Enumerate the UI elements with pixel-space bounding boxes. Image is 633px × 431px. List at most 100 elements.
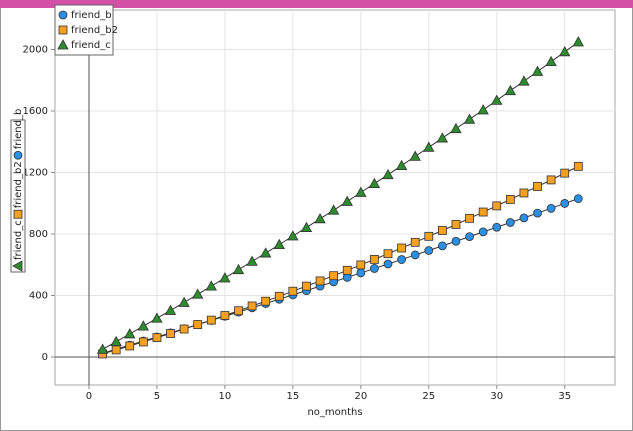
point (206, 315, 216, 325)
point (410, 250, 420, 260)
point (287, 230, 299, 241)
point (329, 271, 339, 281)
point (573, 194, 583, 204)
legend-label: friend_b2 (71, 25, 118, 36)
point (355, 186, 367, 197)
point (164, 304, 177, 315)
x-tick-label: 0 (86, 391, 92, 402)
legend-label: friend_c (71, 40, 111, 51)
point (410, 237, 420, 247)
side-legend-box (10, 119, 26, 273)
point (260, 247, 272, 258)
point (492, 201, 502, 211)
point (192, 288, 204, 299)
point (437, 226, 447, 235)
point (451, 236, 461, 246)
point (383, 249, 393, 259)
point (246, 255, 258, 266)
point (465, 213, 474, 223)
point (437, 241, 447, 251)
x-tick-label: 20 (354, 391, 367, 402)
point (395, 159, 408, 170)
point (193, 320, 203, 329)
point (152, 333, 162, 343)
point (205, 280, 217, 291)
side-legend-label: friend_b (13, 109, 24, 150)
point (111, 345, 121, 355)
point (138, 337, 148, 347)
point (124, 328, 136, 339)
point (559, 45, 571, 57)
point (504, 84, 517, 96)
point (531, 65, 544, 76)
y-tick-label: 1200 (23, 168, 48, 179)
legend-label: friend_b (71, 10, 112, 21)
point (288, 286, 298, 296)
point (424, 231, 434, 241)
point (572, 36, 584, 47)
point (478, 227, 488, 237)
point (397, 243, 407, 253)
x-tick-label: 10 (219, 391, 232, 402)
point (13, 150, 23, 160)
y-tick-label: 2000 (23, 45, 48, 56)
point (219, 272, 231, 283)
point (560, 199, 570, 208)
point (463, 113, 476, 124)
point (423, 141, 435, 152)
y-tick-label: 0 (42, 352, 48, 363)
side-legend-label: friend_c (13, 220, 24, 260)
point (546, 175, 556, 185)
point (179, 324, 189, 334)
point (491, 94, 503, 105)
point (477, 104, 489, 115)
point (424, 246, 434, 255)
point (273, 238, 285, 250)
point (409, 150, 421, 161)
point (478, 207, 488, 217)
point (519, 213, 529, 223)
point (356, 268, 366, 278)
point (368, 177, 381, 188)
point (397, 255, 407, 264)
point (58, 10, 68, 20)
point (13, 209, 23, 219)
point (573, 161, 583, 171)
point (58, 25, 68, 35)
x-tick-label: 30 (490, 391, 503, 402)
side-legend: friend_c friend_b2 friend_b (10, 109, 26, 273)
point (110, 335, 122, 347)
point (341, 195, 353, 206)
point (492, 222, 502, 232)
point (166, 329, 175, 338)
point (450, 122, 462, 134)
point (314, 212, 326, 224)
point (383, 259, 393, 269)
x-tick-label: 25 (422, 391, 435, 402)
x-tick-label: 15 (286, 391, 299, 402)
point (436, 132, 449, 143)
point (261, 296, 271, 306)
x-axis-label: no_months (307, 407, 362, 418)
point (327, 204, 340, 215)
point (315, 276, 325, 286)
point (12, 260, 23, 272)
point (356, 260, 366, 270)
side-legend-label: friend_b2 (13, 161, 24, 208)
point (519, 188, 529, 198)
point (302, 281, 311, 291)
point (125, 341, 135, 351)
point (370, 254, 379, 264)
point (300, 221, 313, 232)
point (533, 208, 542, 218)
point (96, 343, 109, 354)
point (178, 296, 190, 307)
point (533, 182, 542, 191)
point (505, 218, 515, 227)
point (151, 312, 163, 323)
point (451, 220, 461, 229)
point (220, 311, 230, 320)
point (57, 39, 69, 50)
point (560, 168, 570, 178)
